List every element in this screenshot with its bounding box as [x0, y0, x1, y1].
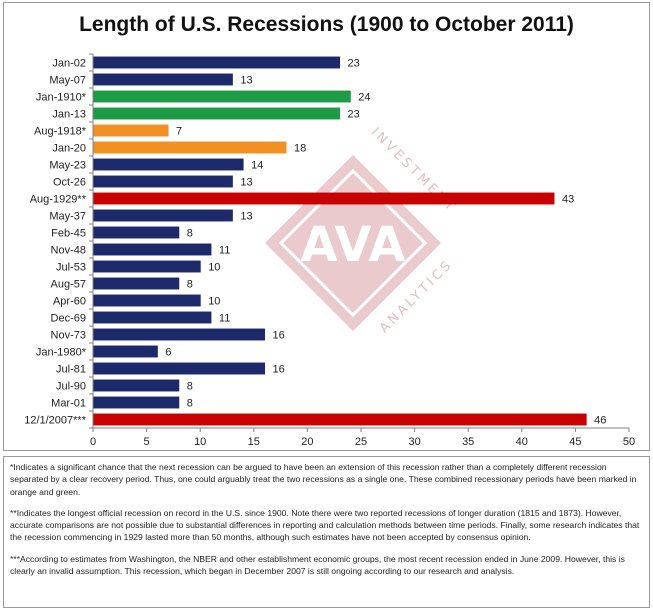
x-tick-label: 15 [248, 436, 260, 448]
bar [93, 277, 180, 290]
x-tick-label: 50 [623, 436, 635, 448]
category-label: Jan-1980* [36, 347, 87, 359]
category-label: Feb-45 [51, 228, 86, 240]
category-label: Jul-81 [56, 364, 86, 376]
bar [93, 362, 266, 375]
data-label: 13 [240, 75, 252, 87]
bar [93, 107, 341, 120]
category-label: May-07 [49, 75, 86, 87]
data-label: 7 [176, 126, 182, 138]
data-label: 8 [187, 279, 193, 291]
data-label: 6 [165, 347, 171, 359]
data-label: 18 [294, 143, 306, 155]
data-label: 16 [273, 330, 285, 342]
bar [93, 124, 169, 137]
category-label: Aug-57 [51, 279, 86, 291]
category-label: May-37 [49, 211, 86, 223]
category-label: Jan-20 [52, 143, 86, 155]
data-label: 24 [358, 92, 370, 104]
data-label: 10 [208, 262, 220, 274]
x-tick-label: 5 [144, 436, 150, 448]
bar [93, 90, 351, 103]
footnote-single-star: *Indicates a significant chance that the… [10, 462, 637, 497]
bar [93, 56, 341, 69]
data-label: 13 [240, 177, 252, 189]
category-label: Jan-13 [52, 109, 86, 121]
bar [93, 226, 180, 239]
bar [93, 328, 266, 341]
category-label: Nov-73 [51, 330, 86, 342]
bar [93, 209, 233, 222]
data-label: 10 [208, 296, 220, 308]
category-label: Jul-53 [56, 262, 86, 274]
footnote-triple-star: ***According to estimates from Washingto… [10, 553, 625, 577]
category-label: Aug-1929** [30, 194, 87, 206]
data-label: 46 [594, 415, 606, 427]
category-label: Oct-26 [53, 177, 86, 189]
category-label: Jul-90 [56, 381, 86, 393]
bar [93, 141, 287, 154]
bar [93, 396, 180, 409]
data-label: 14 [251, 160, 263, 172]
bar [93, 175, 233, 188]
x-tick-label: 25 [355, 436, 367, 448]
category-label: May-23 [49, 160, 86, 172]
category-label: Dec-69 [51, 313, 86, 325]
data-label: 23 [348, 109, 360, 121]
bar [93, 260, 201, 273]
chart-title: Length of U.S. Recessions (1900 to Octob… [79, 13, 574, 36]
data-label: 23 [348, 58, 360, 70]
footnotes-panel: *Indicates a significant chance that the… [3, 456, 650, 608]
x-tick-label: 40 [516, 436, 528, 448]
bar [93, 243, 212, 256]
bar [93, 158, 244, 171]
data-label: 8 [187, 228, 193, 240]
bar [93, 413, 587, 426]
data-label: 13 [240, 211, 252, 223]
bar [93, 345, 158, 358]
x-tick-label: 0 [90, 436, 96, 448]
x-tick-label: 10 [194, 436, 206, 448]
footnote-double-star: **Indicates the longest official recessi… [10, 507, 640, 543]
category-label: Jan-02 [52, 58, 86, 70]
x-tick-label: 45 [569, 436, 581, 448]
x-tick-label: 20 [301, 436, 313, 448]
category-label: Nov-48 [51, 245, 86, 257]
x-tick-label: 35 [462, 436, 474, 448]
data-label: 11 [219, 245, 230, 257]
watermark-diamond-inner [278, 168, 428, 318]
category-label: Apr-60 [53, 296, 86, 308]
data-label: 43 [562, 194, 574, 206]
x-tick-label: 30 [408, 436, 420, 448]
data-label: 11 [219, 313, 230, 325]
bar [93, 311, 212, 324]
watermark-logo-text: AVA [301, 217, 406, 273]
category-label: Aug-1918* [34, 126, 87, 138]
data-label: 8 [187, 381, 193, 393]
category-label: 12/1/2007*** [24, 415, 86, 427]
category-label: Mar-01 [51, 398, 86, 410]
chart-panel: Length of U.S. Recessions (1900 to Octob… [3, 2, 650, 451]
data-label: 16 [273, 364, 285, 376]
bar [93, 73, 233, 86]
bar [93, 192, 555, 205]
data-label: 8 [187, 398, 193, 410]
bar [93, 379, 180, 392]
bar [93, 294, 201, 307]
category-label: Jan-1910* [36, 92, 87, 104]
